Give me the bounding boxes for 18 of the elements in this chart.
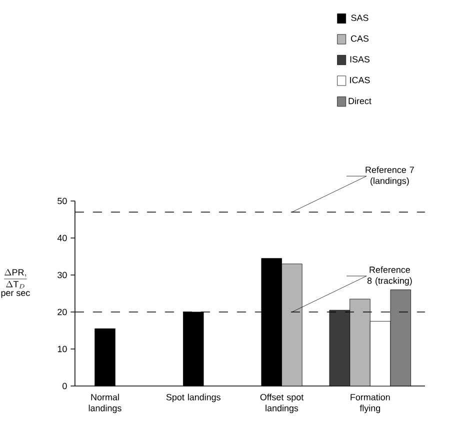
y-tick-label: 0 — [62, 382, 67, 390]
legend-label: ICAS — [350, 76, 370, 84]
y-tick-label: 40 — [57, 234, 67, 242]
y-tick-label: 50 — [58, 198, 67, 204]
y-tick-label: 30 — [58, 272, 67, 278]
y-tick-label: 20 — [58, 308, 67, 316]
ref-line-label: Reference 8 (tracking) — [367, 266, 412, 286]
x-tick-label: Normal landings — [88, 394, 122, 414]
x-tick-label: Formation flying — [350, 394, 390, 414]
y-axis-title: $\begin{array}{c}\dfrac{\Delta \mathrm{PR},}{\Delta \mathrm{T}_{D}}\\ \text{per sec}\end{array}$ — [1, 268, 30, 298]
x-tick-label: Spot landings — [166, 394, 220, 402]
legend-label: CAS — [350, 35, 369, 42]
y-tick-label: 10 — [58, 346, 67, 352]
legend-label: ISAS — [350, 56, 370, 62]
legend-label: SAS — [351, 14, 368, 21]
x-tick-label: Offset spot landings — [260, 394, 304, 414]
ref-line-label: Reference 7 (landings) — [366, 166, 414, 186]
legend-label: Direct — [348, 98, 372, 104]
